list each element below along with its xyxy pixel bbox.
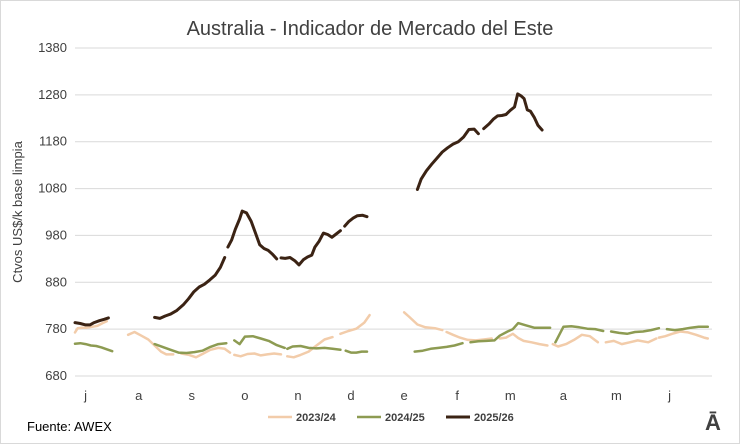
y-axis-ticks: 680 780 880 980 1080 1180 1280 1380	[38, 40, 67, 383]
series-line-segment	[609, 326, 661, 336]
x-tick-label: m	[611, 388, 622, 403]
series-line-segment	[233, 334, 286, 350]
x-tick-label: s	[189, 388, 196, 403]
series-line-segment	[279, 229, 342, 267]
x-tick-label: a	[560, 388, 568, 403]
series-line-segment	[153, 256, 227, 320]
y-tick-label: 980	[45, 227, 67, 242]
x-tick-label: o	[241, 388, 248, 403]
series-line-segment	[604, 337, 658, 346]
series-line-segment	[415, 127, 480, 191]
y-tick-label: 1380	[38, 40, 67, 55]
series-line-segment	[413, 341, 464, 353]
series-2023-24	[73, 311, 710, 359]
x-tick-label: f	[455, 388, 459, 403]
legend: 2023/24 2024/25 2025/26	[268, 412, 514, 424]
series-layer	[73, 92, 710, 359]
awex-logo: Ā	[705, 410, 721, 435]
source-label: Fuente: AWEX	[27, 419, 112, 434]
series-line-segment	[445, 330, 493, 342]
grid-layer	[75, 47, 712, 377]
series-line-segment	[657, 330, 710, 340]
series-line-segment	[179, 346, 232, 359]
x-tick-label: d	[347, 388, 354, 403]
y-tick-label: 880	[45, 274, 67, 289]
series-line-segment	[344, 349, 369, 354]
x-tick-label: j	[83, 388, 87, 403]
series-2025-26	[73, 92, 544, 327]
series-2024-25	[73, 321, 710, 355]
series-line-segment	[73, 341, 114, 353]
series-line-segment	[665, 325, 710, 332]
x-tick-label: e	[400, 388, 407, 403]
x-tick-label: j	[667, 388, 671, 403]
y-tick-label: 1180	[39, 134, 67, 149]
y-tick-label: 680	[45, 368, 67, 383]
series-line-segment	[554, 325, 605, 344]
x-tick-label: a	[135, 388, 143, 403]
series-line-segment	[343, 213, 369, 228]
series-line-segment	[402, 311, 444, 332]
x-tick-label: m	[505, 388, 516, 403]
series-line-segment	[73, 319, 109, 334]
series-line-segment	[286, 335, 334, 359]
y-axis-label: Ctvos US$/k base limpia	[10, 140, 25, 282]
series-line-segment	[126, 330, 175, 356]
y-tick-label: 1080	[38, 181, 67, 196]
legend-label: 2023/24	[296, 412, 337, 424]
legend-label: 2024/25	[385, 412, 425, 424]
series-line-segment	[73, 316, 110, 327]
y-tick-label: 1280	[38, 87, 67, 102]
chart-title: Australia - Indicador de Mercado del Est…	[187, 18, 554, 40]
series-line-segment	[286, 344, 342, 352]
series-line-segment	[551, 333, 600, 348]
series-line-segment	[339, 313, 371, 336]
series-line-segment	[498, 332, 549, 347]
series-line-segment	[482, 92, 544, 132]
series-line-segment	[233, 352, 283, 358]
y-tick-label: 780	[45, 321, 67, 336]
x-tick-label: n	[294, 388, 301, 403]
series-line-segment	[153, 341, 228, 355]
series-line-segment	[226, 209, 279, 261]
series-line-segment	[469, 321, 552, 344]
legend-label: 2025/26	[474, 412, 514, 424]
